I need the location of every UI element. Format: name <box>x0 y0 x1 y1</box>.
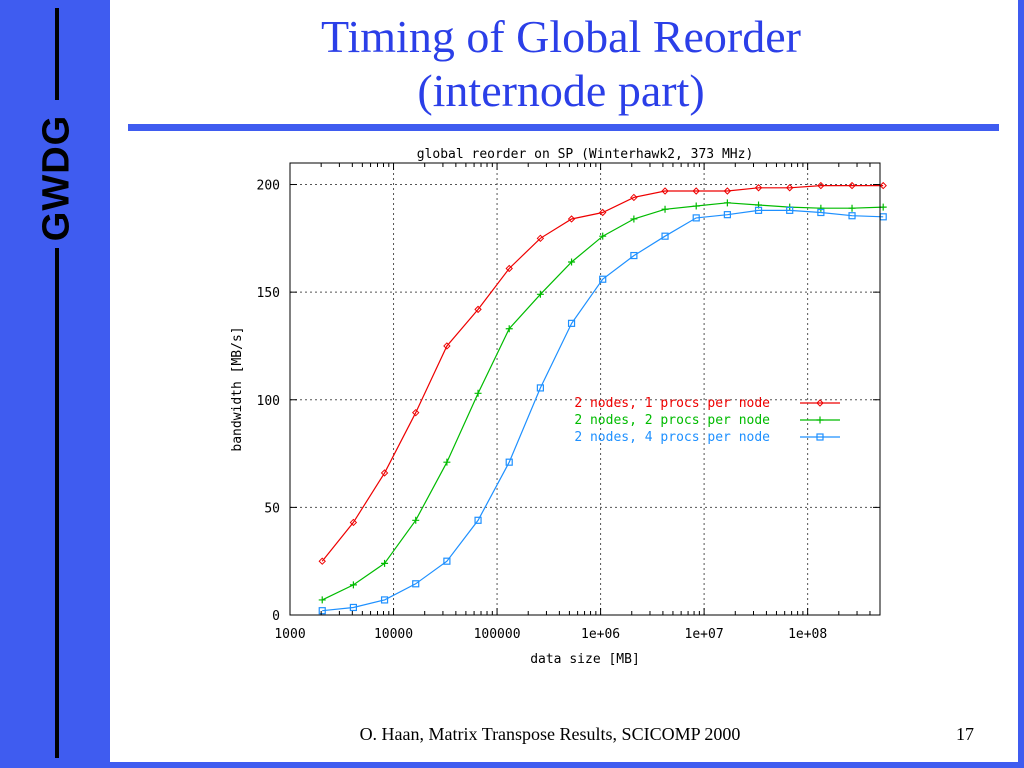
data-point-diamond <box>630 193 638 202</box>
slide-title-line-1: Timing of Global Reorder <box>321 11 801 62</box>
data-point-diamond <box>754 184 763 192</box>
y-tick-label: 100 <box>257 394 280 409</box>
page-number: 17 <box>956 724 974 744</box>
data-point-diamond <box>412 408 420 417</box>
legend-label-3: 2 nodes, 4 procs per node <box>574 430 770 445</box>
data-point-square <box>505 458 513 466</box>
y-tick-label: 0 <box>272 609 280 624</box>
data-point-plus <box>443 458 451 466</box>
data-point-diamond <box>692 187 700 195</box>
data-point-square <box>692 214 700 222</box>
data-point-square <box>661 232 669 240</box>
data-point-square <box>349 603 357 612</box>
data-point-square <box>599 275 607 283</box>
series-line-3 <box>322 209 884 612</box>
data-point-diamond <box>380 469 389 477</box>
data-point-diamond <box>536 234 545 243</box>
data-point-plus <box>848 204 856 212</box>
right-border <box>1018 0 1024 768</box>
bandwidth-chart: 1000 10000 100000 1e+06 1e+07 1e+08 0 50 100 150 2… <box>230 147 887 667</box>
data-point-plus <box>692 202 700 210</box>
data-point-square <box>474 516 482 524</box>
data-point-square <box>723 211 731 219</box>
brand-line-bottom <box>55 248 59 758</box>
series-line-1 <box>321 184 884 562</box>
chart-legend: 2 nodes, 1 procs per node 2 nodes, 2 proc… <box>574 396 840 445</box>
chart-title: global reorder on SP (Winterhawk2, 373 M… <box>417 147 754 162</box>
data-point-diamond <box>349 518 358 527</box>
data-point-diamond <box>443 342 451 350</box>
y-tick-label: 150 <box>257 286 280 301</box>
data-point-diamond <box>723 187 732 195</box>
chart-frame <box>289 162 881 616</box>
legend-label-2: 2 nodes, 2 procs per node <box>574 413 770 428</box>
data-point-square <box>786 206 794 214</box>
y-axis-label: bandwidth [MB/s] <box>230 326 245 451</box>
series-1 <box>318 181 887 565</box>
plot-frame <box>289 162 881 616</box>
data-point-plus <box>661 205 669 213</box>
data-point-plus <box>349 581 357 589</box>
data-point-plus <box>630 215 638 223</box>
data-point-square <box>567 319 576 327</box>
slide-title: Timing of Global Reorder (internode part… <box>126 10 996 118</box>
data-point-diamond <box>879 181 887 190</box>
x-axis-label: data size [MB] <box>530 652 640 667</box>
data-point-plus <box>505 325 513 333</box>
slide-title-line-2: (internode part) <box>417 65 705 116</box>
data-point-diamond <box>848 181 856 190</box>
data-point-square <box>848 212 856 220</box>
data-point-diamond <box>817 181 825 190</box>
bottom-border <box>110 762 1024 768</box>
data-point-diamond <box>318 557 326 565</box>
footer-text: O. Haan, Matrix Transpose Results, SCICO… <box>359 724 741 744</box>
x-tick-label: 1e+07 <box>685 627 724 642</box>
data-point-plus <box>723 199 731 207</box>
data-point-diamond <box>567 215 576 223</box>
data-point-plus <box>474 389 482 397</box>
brand-line-top <box>55 8 59 100</box>
data-point-diamond <box>785 184 794 192</box>
y-tick-label: 50 <box>264 501 280 516</box>
legend-label-1: 2 nodes, 1 procs per node <box>574 396 770 411</box>
data-point-square <box>754 206 763 214</box>
data-point-diamond <box>816 399 824 407</box>
data-point-square <box>816 433 824 441</box>
x-tick-label: 100000 <box>474 627 521 642</box>
brand-logo-text: GWDG <box>35 114 78 242</box>
data-point-plus <box>568 258 576 266</box>
data-point-plus <box>381 559 389 567</box>
x-tick-label: 1000 <box>274 627 305 642</box>
data-point-diamond <box>599 208 607 217</box>
data-point-diamond <box>474 305 482 314</box>
data-point-plus <box>318 596 326 604</box>
x-tick-label: 10000 <box>374 627 413 642</box>
chart-grid <box>290 163 880 615</box>
chart-labels: 1000 10000 100000 1e+06 1e+07 1e+08 0 50 100 150 2… <box>230 147 827 667</box>
chart-series <box>318 181 887 615</box>
data-point-plus <box>599 232 607 240</box>
data-point-plus <box>816 416 824 424</box>
x-tick-label: 1e+08 <box>788 627 827 642</box>
data-point-square <box>443 557 451 565</box>
x-tick-label: 1e+06 <box>581 627 620 642</box>
data-point-plus <box>536 290 544 298</box>
y-tick-label: 200 <box>257 179 280 194</box>
data-point-square <box>380 596 389 604</box>
data-point-square <box>817 208 825 217</box>
data-point-plus <box>879 203 887 211</box>
title-underline <box>128 124 999 131</box>
data-point-square <box>630 251 638 260</box>
data-point-square <box>536 384 544 392</box>
data-point-square <box>412 580 420 588</box>
data-point-diamond <box>661 187 669 195</box>
data-point-square <box>318 607 326 615</box>
data-point-plus <box>817 204 825 212</box>
data-point-diamond <box>505 264 513 273</box>
data-point-plus <box>412 516 420 524</box>
